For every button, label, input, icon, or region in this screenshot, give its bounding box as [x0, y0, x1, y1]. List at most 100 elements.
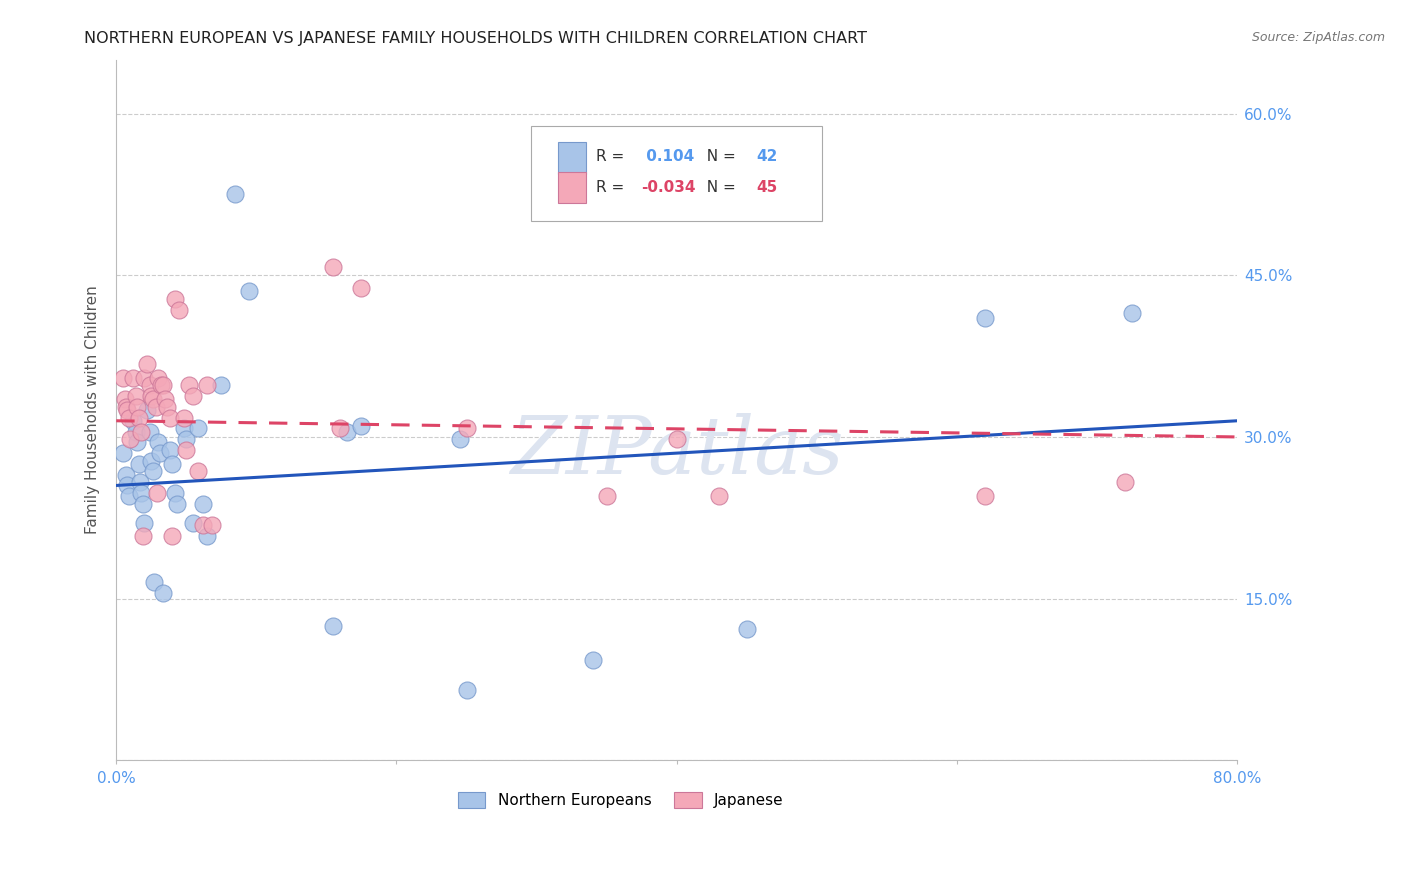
Point: [974, 311, 997, 326]
Text: Source: ZipAtlas.com: Source: ZipAtlas.com: [1251, 31, 1385, 45]
Point: [128, 410, 150, 425]
Point: [159, 410, 181, 425]
Text: 45: 45: [756, 180, 778, 195]
Point: [142, 392, 165, 407]
Point: [115, 400, 138, 414]
Point: [176, 442, 198, 457]
Point: [162, 529, 184, 543]
Point: [127, 400, 149, 414]
Text: N =: N =: [697, 149, 741, 164]
Point: [582, 653, 605, 667]
Point: [115, 467, 138, 482]
Point: [456, 421, 478, 435]
Point: [665, 432, 688, 446]
Point: [145, 400, 167, 414]
Point: [118, 489, 141, 503]
Point: [148, 370, 170, 384]
Point: [166, 497, 188, 511]
Point: [186, 421, 208, 435]
Text: -0.034: -0.034: [641, 180, 696, 195]
Text: ZIPatlas: ZIPatlas: [510, 413, 844, 491]
Point: [173, 421, 195, 435]
Point: [118, 410, 141, 425]
Text: R =: R =: [596, 180, 628, 195]
Text: NORTHERN EUROPEAN VS JAPANESE FAMILY HOUSEHOLDS WITH CHILDREN CORRELATION CHART: NORTHERN EUROPEAN VS JAPANESE FAMILY HOU…: [84, 31, 868, 46]
FancyBboxPatch shape: [558, 172, 586, 203]
Point: [127, 435, 149, 450]
Point: [595, 489, 617, 503]
Point: [152, 378, 174, 392]
Point: [1121, 306, 1143, 320]
Point: [162, 457, 184, 471]
Point: [155, 392, 177, 407]
Point: [224, 187, 246, 202]
Point: [152, 586, 174, 600]
Point: [191, 518, 214, 533]
Point: [139, 425, 162, 439]
Point: [165, 486, 187, 500]
Text: 42: 42: [756, 149, 778, 164]
Point: [117, 478, 139, 492]
Point: [132, 529, 155, 543]
Point: [114, 392, 136, 407]
Point: [336, 425, 359, 439]
Point: [322, 260, 344, 274]
Text: 0.104: 0.104: [641, 149, 695, 164]
Point: [200, 518, 222, 533]
Point: [183, 516, 205, 531]
FancyBboxPatch shape: [531, 126, 823, 221]
Point: [132, 497, 155, 511]
Point: [141, 389, 163, 403]
Point: [134, 516, 156, 531]
Point: [128, 457, 150, 471]
FancyBboxPatch shape: [558, 143, 586, 174]
Point: [456, 683, 478, 698]
Point: [191, 497, 214, 511]
Point: [209, 378, 232, 392]
Point: [159, 442, 181, 457]
Point: [122, 370, 145, 384]
Point: [974, 489, 997, 503]
Point: [136, 357, 159, 371]
Point: [117, 403, 139, 417]
Point: [150, 378, 173, 392]
Point: [125, 389, 148, 403]
Point: [350, 419, 373, 434]
Point: [156, 400, 179, 414]
Point: [186, 465, 208, 479]
Point: [149, 446, 172, 460]
Point: [148, 435, 170, 450]
Point: [1114, 475, 1136, 490]
Point: [169, 302, 191, 317]
Point: [122, 414, 145, 428]
Point: [136, 403, 159, 417]
Point: [134, 370, 156, 384]
Point: [125, 425, 148, 439]
Point: [350, 281, 373, 295]
Point: [112, 370, 135, 384]
Point: [238, 285, 260, 299]
Point: [143, 575, 166, 590]
Point: [131, 486, 153, 500]
Point: [139, 378, 162, 392]
Point: [142, 465, 165, 479]
Point: [131, 425, 153, 439]
Legend: Northern Europeans, Japanese: Northern Europeans, Japanese: [450, 785, 792, 816]
Y-axis label: Family Households with Children: Family Households with Children: [86, 285, 100, 534]
Point: [449, 432, 471, 446]
Point: [112, 446, 135, 460]
Text: N =: N =: [697, 180, 741, 195]
Point: [707, 489, 730, 503]
Point: [165, 292, 187, 306]
Point: [179, 378, 201, 392]
Point: [735, 622, 758, 636]
Point: [183, 389, 205, 403]
Point: [120, 432, 142, 446]
Point: [146, 486, 169, 500]
Point: [129, 475, 152, 490]
Point: [195, 529, 218, 543]
Point: [141, 453, 163, 467]
Point: [176, 432, 198, 446]
Point: [173, 410, 195, 425]
Point: [329, 421, 352, 435]
